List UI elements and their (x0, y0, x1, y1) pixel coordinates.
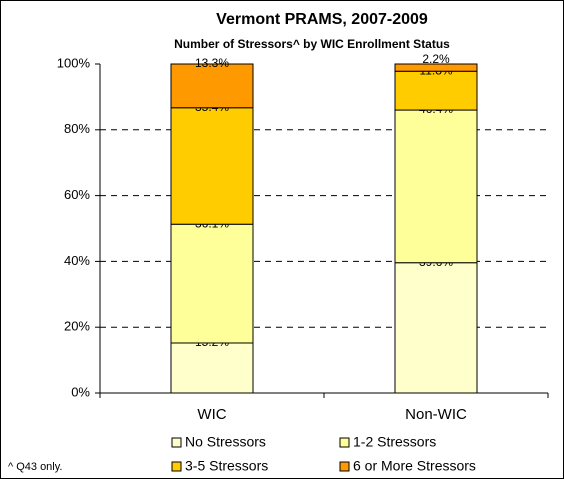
y-tick-label: 40% (64, 253, 90, 268)
bar-segment (170, 107, 254, 225)
y-tick-label: 80% (64, 121, 90, 136)
legend-label: 3-5 Stressors (185, 458, 268, 474)
chart-title: Vermont PRAMS, 2007-2009 (216, 11, 428, 28)
bar-segment (394, 109, 478, 264)
legend-label: 6 or More Stressors (353, 458, 476, 474)
bar-segment (394, 262, 478, 394)
y-tick-label: 100% (57, 55, 91, 70)
bar-segment (394, 63, 478, 72)
y-tick-label: 0% (71, 384, 90, 399)
chart-subtitle: Number of Stressors^ by WIC Enrollment S… (174, 37, 450, 51)
footnote: ^ Q43 only. (8, 461, 62, 473)
data-label: 2.2% (422, 52, 450, 66)
legend-swatch (171, 437, 182, 448)
legend-label: 1-2 Stressors (353, 434, 436, 450)
legend-label: No Stressors (185, 434, 266, 450)
bar-segment (170, 63, 254, 109)
legend-swatch (339, 437, 350, 448)
legend-swatch (339, 461, 350, 472)
data-label: 13.3% (195, 56, 229, 70)
x-tick-label: WIC (197, 406, 226, 423)
x-tick-label: Non-WIC (405, 406, 467, 423)
bar-segment (170, 342, 254, 394)
y-tick-label: 20% (64, 319, 90, 334)
bar-segment (170, 223, 254, 344)
legend-swatch (171, 461, 182, 472)
y-tick-label: 60% (64, 187, 90, 202)
